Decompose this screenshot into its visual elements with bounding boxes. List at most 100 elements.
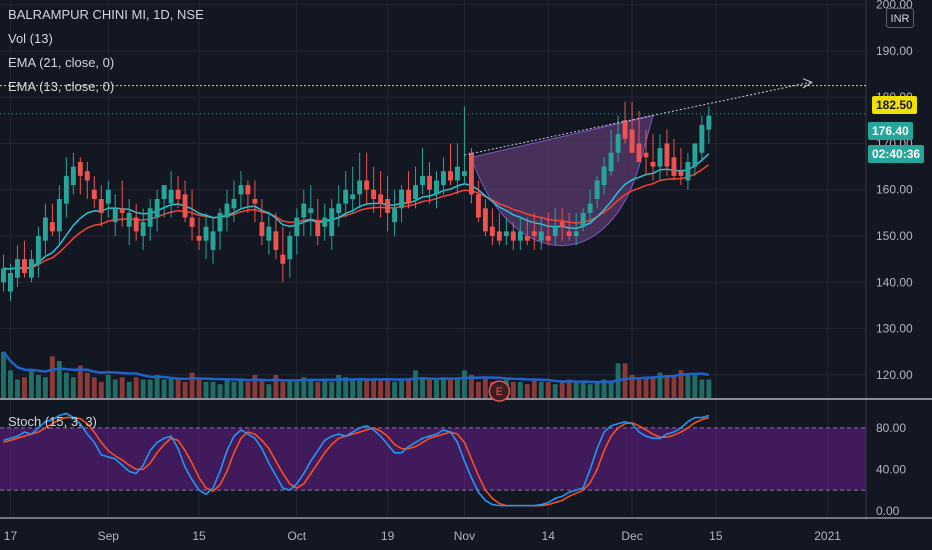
ema13-legend[interactable]: EMA (13, close, 0) — [8, 79, 115, 94]
volume-bar — [706, 379, 712, 398]
volume-bar — [63, 372, 69, 398]
volume-bar — [140, 379, 146, 398]
volume-bar — [154, 374, 160, 398]
candle-body — [643, 152, 649, 158]
currency-button[interactable]: INR — [886, 8, 914, 28]
volume-ma-line — [2, 351, 710, 384]
volume-bar — [147, 379, 153, 398]
candle-body — [468, 152, 474, 195]
candle-body — [692, 143, 698, 167]
candle-body — [15, 259, 20, 278]
candle-body — [489, 226, 495, 237]
candle-body — [252, 199, 258, 204]
volume-bar — [42, 377, 48, 398]
candle-body — [622, 120, 628, 139]
candle-body — [406, 189, 412, 204]
candle-body — [531, 231, 537, 237]
candle-body — [28, 259, 34, 278]
volume-bar — [280, 381, 286, 398]
volume-bar — [231, 381, 237, 398]
volume-bar — [468, 374, 474, 398]
candles — [1, 101, 712, 301]
volume-bar — [273, 374, 279, 398]
volume-bar — [566, 379, 572, 398]
candle-body — [308, 208, 314, 213]
candle-body — [1, 268, 6, 283]
symbol-legend[interactable]: BALRAMPUR CHINI MI, 1D, NSE — [8, 7, 204, 22]
volume-bar — [119, 377, 125, 398]
candle-body — [70, 166, 76, 186]
volume-bar — [524, 384, 530, 398]
volume-bar — [650, 377, 656, 398]
candle-body — [119, 208, 125, 213]
candle-body — [224, 203, 230, 218]
earnings-marker-label: E — [496, 386, 503, 398]
volume-bar — [399, 379, 405, 398]
volume-bar — [161, 379, 167, 398]
volume-bar — [15, 379, 20, 398]
candle-body — [636, 143, 642, 162]
candle-body — [322, 217, 328, 227]
ema21-legend[interactable]: EMA (21, close, 0) — [8, 55, 115, 70]
volume-bar — [98, 381, 104, 398]
candle-body — [385, 199, 391, 213]
stoch-tick-label: 0.00 — [876, 504, 900, 518]
candle-body — [98, 199, 104, 213]
candle-body — [112, 208, 118, 223]
time-tick-label: 17 — [4, 529, 18, 543]
candle-body — [552, 226, 558, 237]
candle-body — [287, 236, 293, 260]
candle-body — [91, 189, 97, 199]
volume-bar — [622, 363, 628, 398]
candle-body — [168, 189, 174, 204]
volume-bar — [49, 356, 55, 398]
volume-bar — [28, 370, 34, 398]
candle-body — [461, 171, 467, 176]
candle-body — [259, 222, 265, 237]
candle-body — [538, 231, 544, 241]
candle-body — [364, 180, 370, 190]
volume-bar — [77, 365, 83, 398]
candle-body — [482, 208, 488, 232]
volume-bar — [217, 384, 223, 398]
volume-bar — [350, 379, 356, 398]
candle-body — [238, 185, 244, 195]
volume-bar — [105, 374, 111, 398]
candle-body — [294, 217, 300, 237]
volume-bar — [224, 379, 230, 398]
volume-bar — [441, 377, 446, 398]
candle-body — [706, 115, 712, 130]
volume-legend[interactable]: Vol (13) — [8, 31, 53, 46]
volume-bar — [434, 379, 439, 398]
candle-body — [399, 189, 405, 209]
volume-bar — [70, 377, 76, 398]
volume-bar — [601, 379, 607, 398]
volume-bar — [322, 379, 328, 398]
volume-bar — [552, 384, 558, 398]
candle-body — [147, 208, 153, 227]
volume-bar — [427, 379, 432, 398]
candle-body — [657, 148, 663, 167]
volume-bar — [636, 379, 642, 398]
volume-ma — [2, 351, 710, 384]
candle-body — [510, 231, 516, 241]
candle-body — [245, 185, 251, 195]
volume-bar — [91, 377, 97, 398]
stoch-legend[interactable]: Stoch (15, 3, 3) — [8, 414, 97, 429]
volume-bar — [21, 377, 27, 398]
candle-body — [413, 185, 418, 199]
volume-bar — [329, 381, 335, 398]
candle-body — [566, 231, 572, 237]
candle-body — [140, 222, 146, 237]
volume-bar — [168, 377, 174, 398]
volume-bar — [301, 377, 307, 398]
candle-body — [434, 180, 439, 195]
candle-body — [678, 171, 684, 176]
candle-body — [42, 217, 48, 241]
candle-body — [126, 212, 132, 227]
volume-bar — [587, 384, 593, 398]
volume-bar — [594, 381, 600, 398]
candle-body — [273, 231, 279, 250]
stoch-tick-label: 40.00 — [876, 462, 906, 476]
